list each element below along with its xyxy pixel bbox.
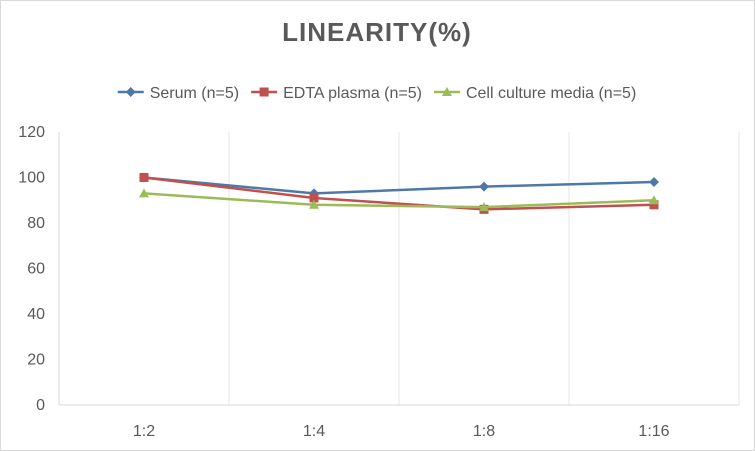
y-tick-label: 0: [36, 397, 45, 414]
legend-marker: [259, 87, 269, 97]
chart-title: LINEARITY(%): [282, 17, 472, 47]
y-tick-label: 20: [27, 352, 45, 369]
legend-item-3: Cell culture media (n=5): [433, 85, 636, 102]
x-tick-label: 1:2: [133, 423, 155, 440]
y-tick-label: 80: [27, 215, 45, 232]
legend-marker: [441, 87, 452, 96]
legend-marker: [125, 87, 136, 97]
series-line-2: [143, 176, 655, 211]
axes: 0 20 40 60 80 100 120 1:2 1:4 1:8 1:16: [18, 124, 739, 440]
series-group: [139, 172, 659, 214]
data-point: [479, 181, 489, 192]
legend-label: Cell culture media (n=5): [466, 85, 636, 102]
x-tick-label: 1:4: [303, 423, 325, 440]
legend-item-1: Serum (n=5): [117, 85, 239, 102]
y-tick-label: 120: [18, 124, 45, 141]
data-point: [139, 188, 149, 198]
series-line-3: [143, 192, 655, 209]
legend-label: Serum (n=5): [150, 85, 239, 102]
legend-label: EDTA plasma (n=5): [283, 85, 422, 102]
legend-item-2: EDTA plasma (n=5): [251, 85, 422, 102]
data-point: [649, 200, 659, 210]
data-point: [309, 193, 319, 203]
x-tick-label: 1:8: [473, 423, 495, 440]
data-point: [649, 177, 659, 188]
grid: [228, 132, 740, 405]
y-tick-label: 40: [27, 306, 45, 323]
y-tick-label: 60: [27, 261, 45, 278]
y-tick-label: 100: [18, 170, 45, 187]
data-point: [139, 173, 149, 182]
legend: Serum (n=5) EDTA plasma (n=5) Cell culture…: [117, 85, 636, 102]
data-point: [479, 202, 489, 212]
data-point: [649, 195, 659, 205]
series-line-1: [143, 176, 655, 195]
data-point: [309, 199, 319, 209]
x-tick-label: 1:16: [638, 423, 669, 440]
